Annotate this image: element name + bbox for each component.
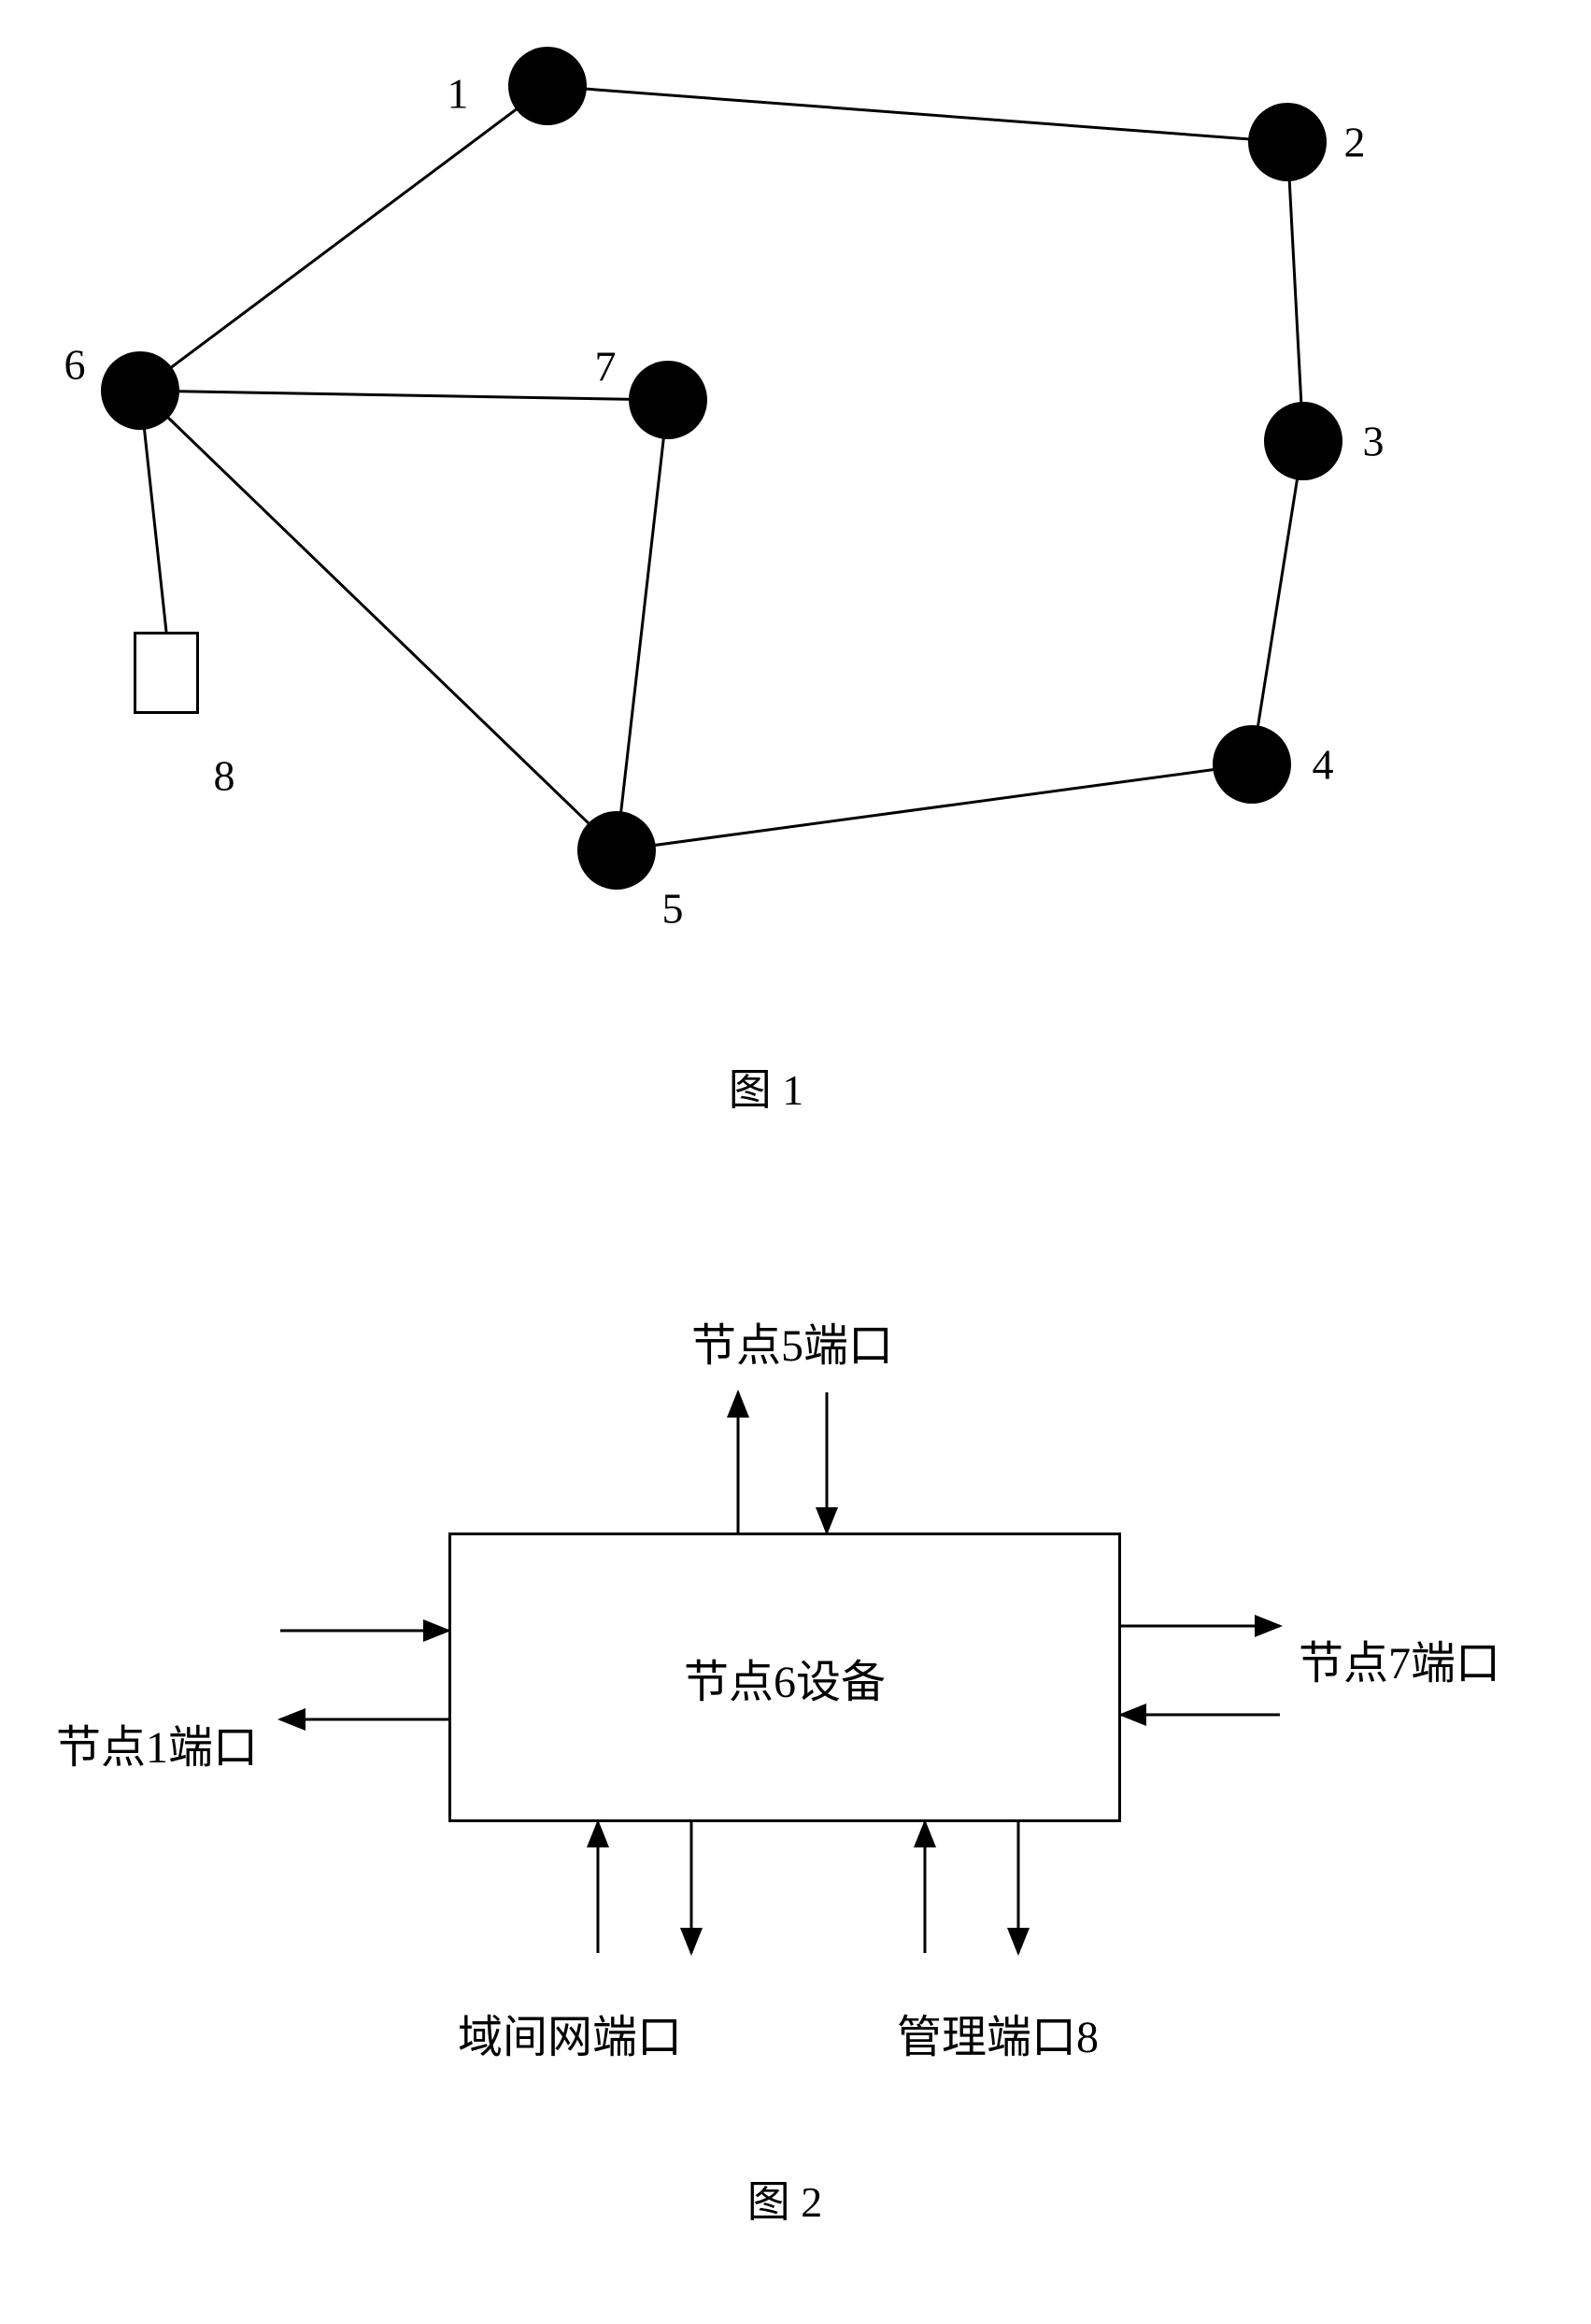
- node1-port-label: 节点1端口: [56, 1710, 258, 1775]
- node7-port-label: 节点7端口: [1299, 1626, 1500, 1691]
- node6-device-box: 节点6设备: [448, 1533, 1121, 1822]
- inter-domain-port-label: 域间网端口: [458, 2000, 682, 2065]
- management-port-label: 管理端口8: [897, 2000, 1099, 2065]
- figure-2-caption: 图 2: [747, 2168, 823, 2230]
- node5-port-label: 节点5端口: [691, 1308, 893, 1374]
- figure-2-arrows: [0, 0, 1591, 2324]
- node6-device-label: 节点6设备: [684, 1645, 886, 1710]
